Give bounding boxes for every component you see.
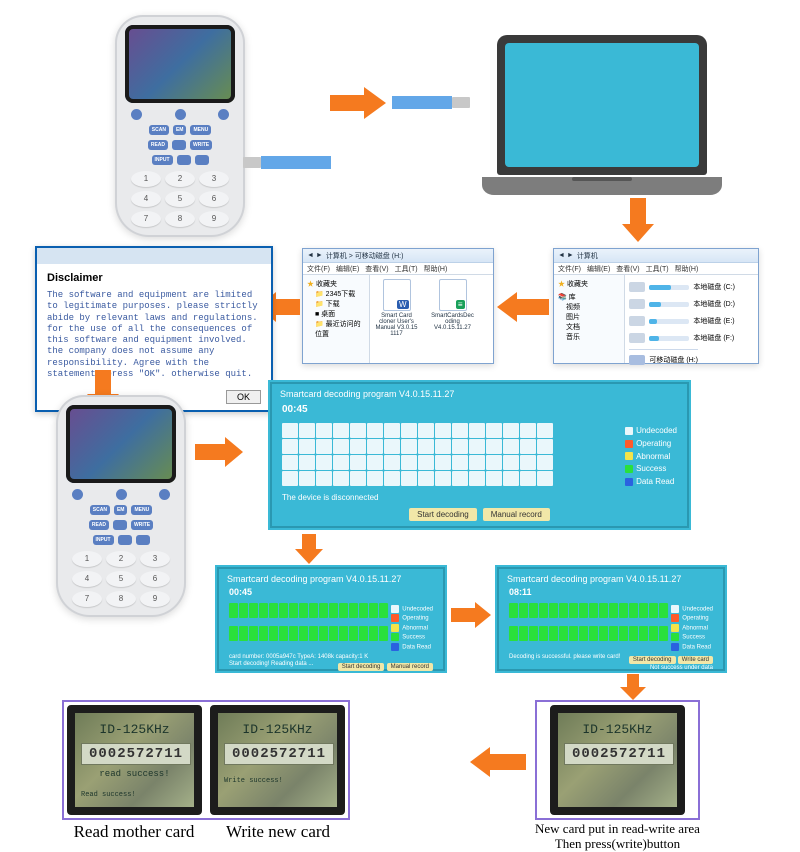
- decode-window-main: Smartcard decoding program V4.0.15.11.27…: [268, 380, 691, 530]
- decode-grid-left: [229, 603, 388, 648]
- bottom-lcd-row: ID-125KHz 0002572711 read success! Read …: [62, 700, 350, 842]
- device-button-row-3: INPUT: [125, 155, 235, 165]
- rfid-handheld-device-1: SCAN EM MENU READ WRITE INPUT 123 456 78…: [115, 15, 245, 237]
- arrow-right-3: [451, 600, 491, 630]
- legend-right: UndecodedOperatingAbnormalSuccessData Re…: [671, 599, 723, 652]
- arrow-down-1: [620, 198, 656, 242]
- decode-window-success: Smartcard decoding program V4.0.15.11.27…: [495, 565, 727, 673]
- usb-cable-right: [392, 95, 470, 109]
- caption-newcard: New card put in read-write area Then pre…: [535, 822, 700, 852]
- decode-grid-main: [282, 423, 553, 486]
- arrow-right-2: [195, 435, 243, 469]
- disclaimer-body: The software and equipment are limited t…: [37, 290, 271, 386]
- explorer-window-computer: ◄ ►计算机 文件(F)编辑(E)查看(V)工具(T)帮助(H) ★ 收藏夹 📚…: [553, 248, 759, 364]
- explorer-window-removable: ◄ ►计算机 > 可移动磁盘 (H:) 文件(F)编辑(E)查看(V)工具(T)…: [302, 248, 494, 364]
- device-screen-2: [66, 405, 176, 483]
- arrow-down-3: [293, 534, 325, 564]
- file-decoder[interactable]: SmartCardsDec oding V4.0.15.11.27: [430, 279, 476, 331]
- manual-record-button[interactable]: Manual record: [483, 508, 550, 521]
- disclaimer-dialog: Disclaimer The software and equipment ar…: [35, 246, 273, 412]
- device-button-row-1: SCAN EM MENU: [125, 125, 235, 135]
- lcd-read-mother: ID-125KHz 0002572711 read success! Read …: [67, 705, 202, 815]
- device-button-row-2: READ WRITE: [125, 140, 235, 150]
- arrow-left-1: [497, 290, 549, 324]
- disclaimer-ok-button[interactable]: OK: [226, 390, 261, 404]
- disclaimer-title: Disclaimer: [47, 272, 271, 284]
- lcd-write-new: ID-125KHz 0002572711 Write success!: [210, 705, 345, 815]
- laptop-screen: [505, 43, 699, 167]
- arrow-down-4: [618, 674, 648, 700]
- caption-write: Write new card: [206, 822, 350, 842]
- caption-read: Read mother card: [62, 822, 206, 842]
- start-decoding-button[interactable]: Start decoding: [409, 508, 477, 521]
- legend-main: UndecodedOperatingAbnormalSuccessData Re…: [625, 419, 687, 490]
- usb-cable-left: [243, 155, 331, 169]
- decode-window-scanning: Smartcard decoding program V4.0.15.11.27…: [215, 565, 447, 673]
- lcd-new-card-block: ID-125KHz 0002572711 New card put in rea…: [535, 700, 700, 852]
- file-manual[interactable]: Smart Card cloner User's Manual V3.0.15 …: [374, 279, 420, 337]
- device-screen: [125, 25, 235, 103]
- arrow-right-1: [330, 85, 386, 121]
- legend-left: UndecodedOperatingAbnormalSuccessData Re…: [391, 599, 443, 652]
- arrow-left-3: [470, 745, 526, 779]
- laptop: [497, 35, 722, 195]
- rfid-handheld-device-2: SCANEMMENU READWRITE INPUT 123456789: [56, 395, 186, 617]
- device-numpad: 123 456 789: [125, 171, 235, 227]
- decode-grid-right: [509, 603, 668, 648]
